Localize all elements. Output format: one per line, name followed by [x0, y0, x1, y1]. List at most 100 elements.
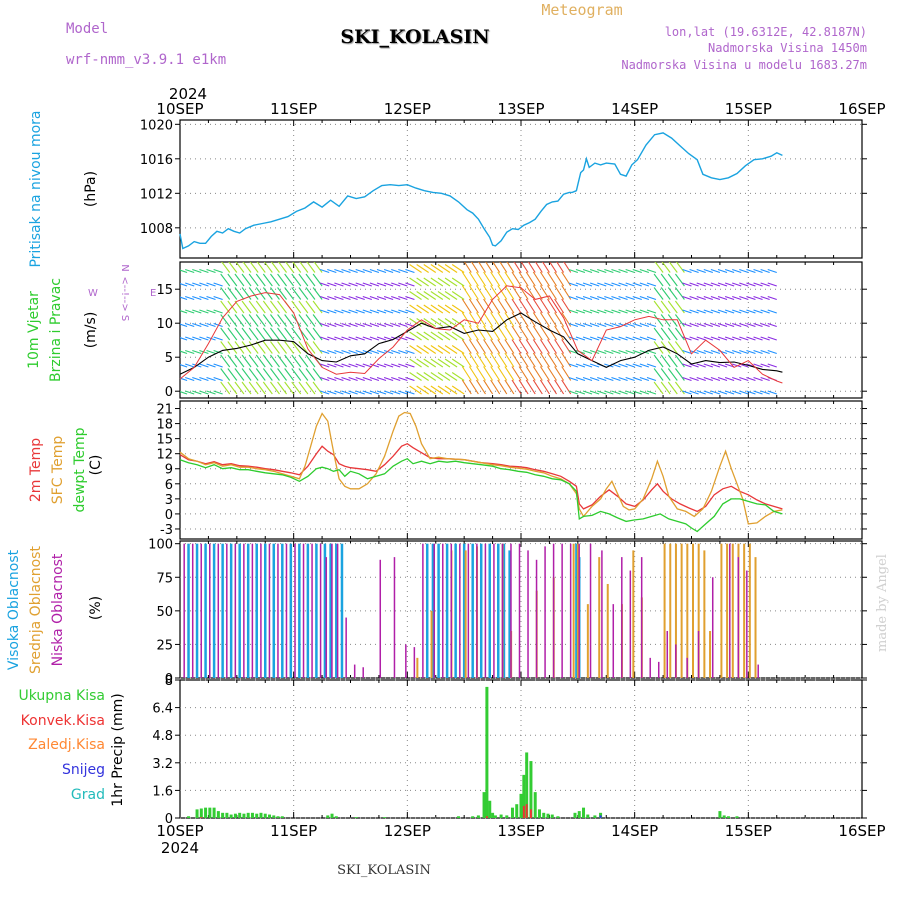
wind-barb — [362, 295, 372, 301]
wind-barb — [192, 295, 202, 301]
wind-barb — [504, 352, 515, 368]
wind-barb — [437, 277, 451, 287]
wind-barb — [532, 271, 543, 287]
wind-barb — [497, 352, 508, 368]
wind-barb — [639, 268, 650, 274]
low-cloud-bar — [325, 557, 328, 678]
wind-barb — [511, 339, 522, 354]
low-cloud-bar — [234, 543, 237, 678]
wind-barb — [206, 363, 216, 368]
total-precip-bar — [263, 813, 267, 818]
wind-barb — [476, 271, 486, 287]
wind-barb — [327, 390, 337, 395]
wind-barb — [632, 268, 642, 274]
wind-barb — [234, 381, 245, 395]
wind-barb — [312, 381, 323, 395]
wind-barb — [416, 372, 429, 381]
wind-barb — [305, 381, 316, 395]
wind-barb — [416, 277, 429, 287]
total-precip-bar — [280, 816, 284, 818]
wind-barb — [398, 336, 408, 341]
wind-barb — [227, 287, 238, 300]
wind-barb — [724, 349, 735, 355]
wind-barb — [767, 282, 777, 287]
wind-barb — [430, 318, 444, 327]
wind-barb — [199, 363, 209, 368]
wind-barb — [504, 366, 515, 381]
wind-barb — [255, 314, 266, 327]
wind-barb — [320, 376, 330, 382]
total-precip-bar — [250, 812, 254, 818]
x-day-label-bottom: 14SEP — [611, 822, 658, 840]
wind-barb — [369, 349, 380, 355]
wind-barb — [437, 385, 451, 395]
wind-barb — [753, 376, 763, 382]
wind-barb — [625, 295, 635, 301]
wind-barb — [298, 368, 309, 381]
wind-barb — [746, 336, 756, 341]
wind-barb — [376, 268, 387, 274]
wind-barb — [611, 295, 621, 301]
low-cloud-bar — [353, 664, 356, 678]
wind-barb — [532, 312, 543, 327]
mid-cloud-bar — [709, 630, 712, 678]
wind-barb — [511, 298, 522, 314]
low-cloud-bar — [527, 550, 529, 678]
high-cloud-bar — [281, 543, 284, 678]
wind-barb — [520, 262, 529, 273]
wind-barb — [277, 300, 288, 314]
wind-barb — [525, 366, 536, 381]
x-day-label-bottom: 13SEP — [497, 822, 544, 840]
wind-barb — [696, 390, 706, 395]
wind-barb — [746, 282, 756, 287]
wind-barb — [478, 262, 486, 273]
wind-barb — [405, 295, 415, 301]
wind-barb — [348, 309, 358, 314]
wind-barb — [444, 358, 458, 368]
wind-barb — [604, 309, 614, 314]
wind-barb — [221, 262, 231, 273]
wind-barb — [532, 379, 543, 395]
wind-barb — [732, 336, 742, 341]
wind-barb — [490, 352, 501, 368]
wind-barb — [710, 363, 721, 368]
total-precip-bar — [718, 811, 722, 818]
wind-barb — [689, 349, 699, 355]
total-precip-bar — [493, 815, 497, 818]
high-cloud-bar — [323, 543, 327, 678]
precip-unit-label: 1hr Precip (mm) — [110, 693, 126, 806]
wind-barb — [430, 345, 444, 354]
total-precip-bar — [216, 811, 220, 818]
wind-barb — [582, 390, 593, 395]
wind-barb — [532, 339, 543, 354]
wind-barb — [423, 264, 437, 273]
wind-barb — [255, 368, 266, 381]
precip-legend-4: Grad — [71, 787, 105, 803]
wind-barb — [674, 287, 685, 300]
compass-arrow: <--!--> — [119, 276, 130, 311]
low-cloud-bar — [552, 543, 555, 678]
wind-barb — [334, 322, 344, 328]
wind-barb — [355, 363, 365, 368]
wind-barb — [228, 262, 238, 273]
wind-barb — [760, 336, 770, 341]
wind-barb — [376, 376, 387, 382]
wind-barb — [355, 295, 365, 301]
wind-barb — [391, 322, 401, 328]
wind-barb — [423, 358, 437, 368]
wind-barb — [180, 310, 188, 314]
wind-barb — [391, 376, 401, 382]
mid-cloud-bar — [748, 543, 751, 678]
wind-barb — [532, 298, 543, 314]
wind-barb — [192, 322, 202, 328]
wind-barb — [554, 312, 565, 327]
wind-barb — [490, 366, 501, 381]
wind-barb — [554, 366, 565, 381]
wind-barb — [376, 322, 387, 328]
wind-barb — [511, 271, 522, 287]
wind-barb — [511, 312, 522, 327]
low-cloud-bar — [612, 604, 615, 678]
wind-barb — [206, 390, 216, 395]
high-cloud-bar — [488, 543, 491, 678]
wind-barb — [398, 295, 408, 301]
